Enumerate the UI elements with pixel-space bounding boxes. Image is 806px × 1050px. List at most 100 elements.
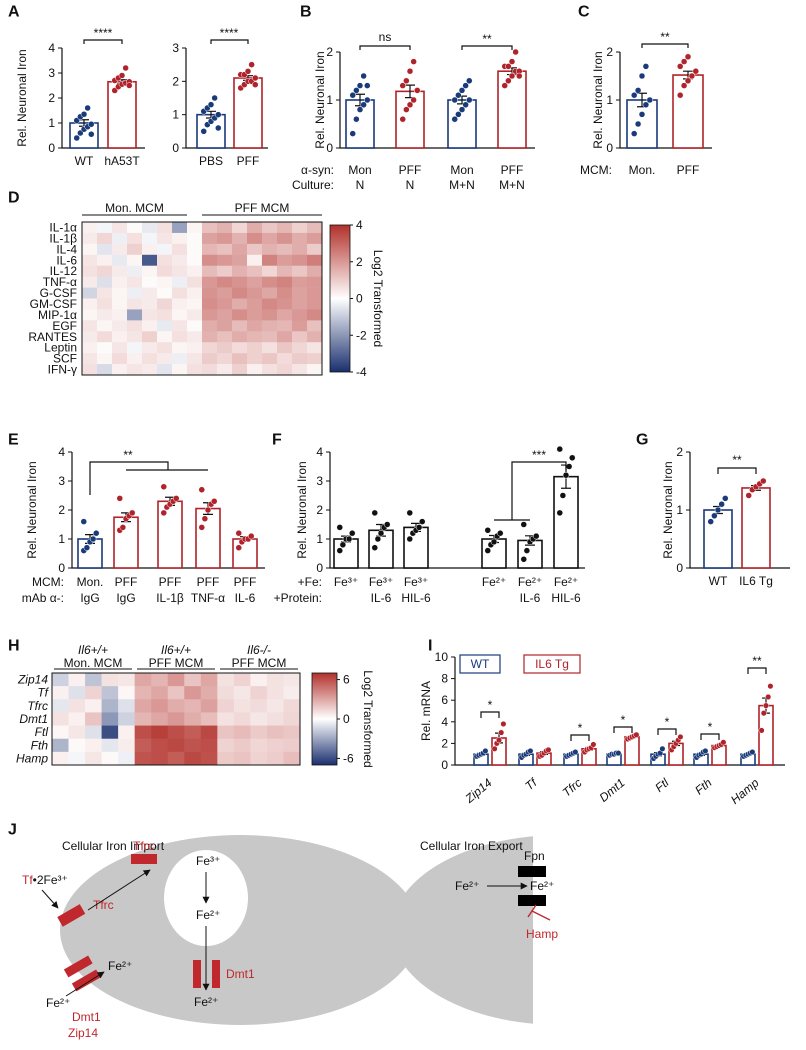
data-point (410, 96, 417, 104)
heatmap-cell (97, 298, 113, 310)
data-point (451, 115, 458, 123)
heatmap-cell (172, 364, 188, 376)
data-point (89, 535, 97, 543)
y-tick-label: 2 (326, 45, 333, 59)
x-tick-label: PFF (399, 163, 422, 177)
y-tick-label: 0 (441, 758, 448, 772)
heatmap-cell (292, 243, 308, 256)
heatmap-cell (101, 673, 119, 687)
significance-label: * (665, 715, 670, 729)
heatmap-cell (292, 320, 308, 332)
heatmap-cell (292, 364, 308, 376)
arrow (41, 889, 59, 909)
heatmap-cell (172, 320, 188, 332)
y-tick-label: 0 (606, 141, 613, 155)
bar (672, 74, 704, 149)
heatmap-cell (127, 243, 143, 256)
y-tick-label: 1 (48, 116, 55, 130)
heatmap-cell (112, 331, 128, 343)
heatmap-cell (157, 309, 173, 321)
data-point (406, 535, 414, 543)
heatmap-cell (172, 265, 188, 277)
x-tick-label: Fe³⁺ (334, 575, 358, 589)
legend-box (523, 654, 581, 674)
data-point (642, 63, 650, 70)
heatmap-cell (151, 725, 169, 740)
heatmap-cell (68, 712, 86, 726)
data-point (252, 81, 259, 88)
x-tick-label: M+N (499, 178, 525, 192)
heatmap-cell (184, 699, 202, 713)
heatmap-cell (247, 364, 263, 376)
data-point (371, 544, 379, 551)
y-tick-label: 0 (326, 141, 333, 155)
bar (497, 70, 527, 149)
data-point (684, 77, 692, 85)
heatmap-cell (157, 331, 173, 343)
diagram-label: Dmt1 (226, 967, 255, 981)
heatmap-cell (68, 673, 86, 687)
diagram-label: Fe²⁺ (530, 879, 554, 893)
heatmap-cell (202, 287, 218, 299)
heatmap-cell (142, 254, 158, 267)
heatmap-cell (52, 712, 69, 726)
heatmap-cell (233, 673, 251, 687)
data-point (765, 693, 772, 701)
data-point (345, 535, 353, 543)
significance-bracket (511, 461, 567, 520)
column-group-genotype: Il6-/- (247, 643, 271, 657)
data-point (215, 124, 222, 132)
y-tick-label: 1 (316, 532, 323, 546)
data-point (707, 518, 714, 525)
heatmap-cell (151, 751, 169, 766)
cell-export (392, 836, 533, 1024)
heatmap-cell (292, 309, 308, 321)
data-point (722, 495, 729, 502)
heatmap-cell (157, 353, 173, 365)
heatmap-cell (167, 699, 185, 713)
data-point (198, 524, 206, 531)
y-axis-label: Rel. Neuronal Iron (591, 51, 605, 148)
x-tick-label: IL-6 (235, 591, 256, 605)
data-point (406, 509, 414, 517)
data-point (572, 748, 579, 756)
receptor (131, 854, 157, 864)
heatmap-cell (247, 309, 263, 321)
transporter (518, 866, 546, 877)
heatmap-cell (277, 222, 293, 234)
significance-bracket (717, 467, 757, 474)
data-point (371, 509, 379, 517)
heatmap-cell (172, 342, 188, 354)
data-point (559, 492, 567, 499)
heatmap-cell (202, 331, 218, 343)
heatmap-cell (262, 364, 278, 376)
significance-bracket (89, 461, 169, 495)
data-point (505, 63, 512, 70)
transporter (193, 960, 201, 988)
heatmap-cell (217, 725, 235, 740)
data-point (80, 518, 88, 525)
heatmap-cell (112, 298, 128, 310)
heatmap-cell (101, 699, 119, 713)
heatmap-cell (172, 243, 188, 256)
heatmap-cell (202, 276, 218, 288)
data-point (83, 544, 91, 551)
panel-label: B (300, 4, 312, 21)
y-tick-label: 6 (441, 693, 448, 707)
diagram-label: Tf•2Fe³⁺ (22, 873, 68, 887)
heatmap-cell (142, 265, 158, 277)
heatmap-cell (68, 738, 86, 753)
heatmap-cell (68, 699, 86, 713)
panel-label: E (8, 432, 19, 449)
diagram-title: Cellular Iron Import (62, 839, 165, 853)
heatmap-cell (184, 725, 202, 740)
heatmap-cell (262, 353, 278, 365)
heatmap-cell (97, 287, 113, 299)
heatmap-cell (118, 699, 135, 713)
heatmap-cell (52, 725, 69, 740)
row-label: IL-1β (49, 231, 77, 245)
bar (741, 487, 771, 569)
x-tick-label: Fe²⁺ (482, 575, 506, 589)
heatmap-cell (82, 331, 98, 343)
row-label: Zip14 (17, 673, 48, 687)
